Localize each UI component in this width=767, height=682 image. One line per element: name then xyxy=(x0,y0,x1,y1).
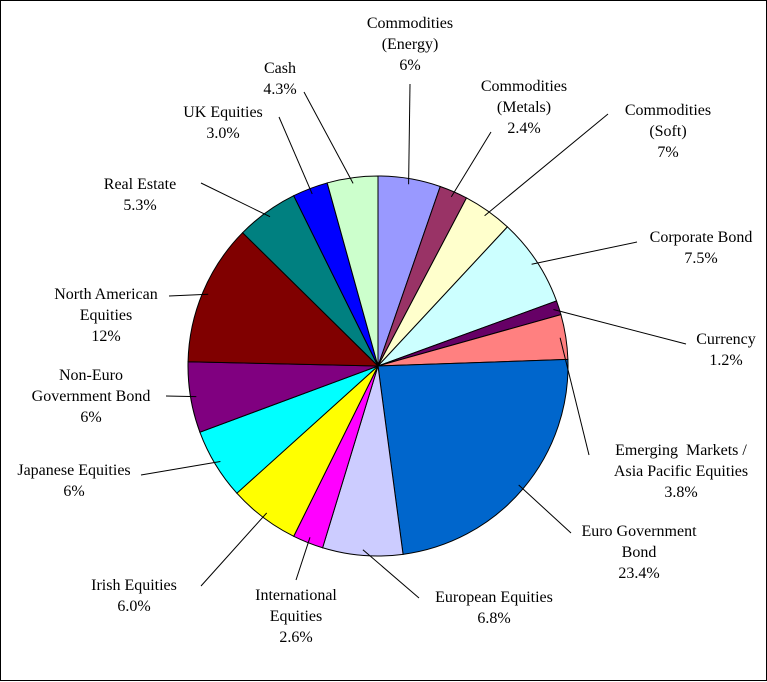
slice-label-line: International xyxy=(255,587,337,604)
leader-line-commodities-energy xyxy=(408,83,411,185)
leader-line-irish-equities xyxy=(200,512,268,587)
slice-percent: 6% xyxy=(399,57,420,74)
slice-label-line: UK Equities xyxy=(183,104,263,121)
data-label-irish-equities: Irish Equities 6.0% xyxy=(91,577,177,615)
data-label-real-estate: Real Estate 5.3% xyxy=(104,176,176,214)
slice-percent: 1.2% xyxy=(709,352,742,369)
data-label-commodities-energy: Commodities (Energy) 6% xyxy=(367,15,453,74)
slice-percent: 5.3% xyxy=(123,197,156,214)
data-label-commodities-metals: Commodities (Metals) 2.4% xyxy=(481,78,567,137)
slice-label-line: Equities xyxy=(80,307,132,324)
leader-lines xyxy=(140,83,687,599)
slice-label-line: Asia Pacific Equities xyxy=(614,463,748,480)
slice-percent: 2.4% xyxy=(507,120,540,137)
leader-line-european-equities xyxy=(362,549,420,599)
leader-line-north-american-equities xyxy=(168,293,209,297)
slice-percent: 3.8% xyxy=(664,484,697,501)
slice-percent: 23.4% xyxy=(618,565,659,582)
data-label-north-american-equities: North American Equities 12% xyxy=(54,286,158,345)
data-label-commodities-soft: Commodities (Soft) 7% xyxy=(625,102,711,161)
data-label-uk-equities: UK Equities 3.0% xyxy=(183,104,263,142)
leader-line-commodities-soft xyxy=(484,113,609,217)
slice-label-line: (Energy) xyxy=(382,36,439,53)
leader-line-euro-government-bond xyxy=(518,484,572,534)
slice-label-line: Real Estate xyxy=(104,176,176,193)
data-label-international-equities: International Equities 2.6% xyxy=(255,587,337,646)
slice-percent: 6.8% xyxy=(477,610,510,627)
slice-percent: 4.3% xyxy=(263,81,296,98)
leader-line-cash xyxy=(303,91,354,184)
pie-slice-cash xyxy=(326,175,379,367)
slice-label-line: Commodities xyxy=(367,15,453,32)
slice-label-line: Non-Euro xyxy=(59,367,123,384)
slice-label-line: Emerging Markets / xyxy=(615,442,747,459)
slice-label-line: (Soft) xyxy=(649,123,686,140)
leader-line-currency xyxy=(553,309,687,345)
slice-label-line: Commodities xyxy=(481,78,567,95)
slice-percent: 6.0% xyxy=(117,598,150,615)
slice-percent: 6% xyxy=(80,409,101,426)
slice-label-line: North American xyxy=(54,286,158,303)
slice-label-line: Commodities xyxy=(625,102,711,119)
pie-slices xyxy=(187,175,569,557)
data-label-european-equities: European Equities 6.8% xyxy=(435,589,553,627)
slice-label-line: (Metals) xyxy=(497,99,551,116)
slice-label-line: Government Bond xyxy=(32,388,151,405)
pie-slice-north-american-equities xyxy=(187,232,380,367)
data-label-japanese-equities: Japanese Equities 6% xyxy=(17,462,130,500)
slice-label-line: Currency xyxy=(696,331,756,348)
slice-percent: 3.0% xyxy=(206,125,239,142)
slice-label-line: Cash xyxy=(264,60,296,77)
data-label-non-euro-government-bond: Non-Euro Government Bond 6% xyxy=(32,367,151,426)
slice-label-line: Euro Government xyxy=(581,523,697,540)
slice-label-line: Bond xyxy=(622,544,657,561)
slice-labels: Commodities (Energy) 6% Commodities (Metals)… xyxy=(17,15,755,646)
leader-line-commodities-metals xyxy=(450,131,492,198)
leader-line-corporate-bond xyxy=(531,241,638,265)
data-label-corporate-bond: Corporate Bond 7.5% xyxy=(650,229,753,267)
slice-label-line: Corporate Bond xyxy=(650,229,753,246)
slice-percent: 12% xyxy=(91,328,120,345)
leader-line-emerging-markets-asia-pacific-equities xyxy=(559,337,590,456)
data-label-cash: Cash 4.3% xyxy=(263,60,296,98)
leader-line-real-estate xyxy=(200,182,271,218)
leader-line-japanese-equities xyxy=(140,461,221,476)
slice-percent: 7% xyxy=(657,144,678,161)
slice-percent: 7.5% xyxy=(684,250,717,267)
slice-percent: 6% xyxy=(63,483,84,500)
slice-label-line: European Equities xyxy=(435,589,553,606)
data-label-currency: Currency 1.2% xyxy=(696,331,756,369)
slice-label-line: Irish Equities xyxy=(91,577,177,594)
leader-line-international-equities xyxy=(295,537,311,581)
leader-line-non-euro-government-bond xyxy=(165,395,197,398)
leader-line-uk-equities xyxy=(278,116,313,195)
slice-label-line: Equities xyxy=(270,608,322,625)
slice-percent: 2.6% xyxy=(279,629,312,646)
data-label-euro-government-bond: Euro Government Bond 23.4% xyxy=(581,523,697,582)
data-label-emerging-markets-asia-pacific-equities: Emerging Markets / Asia Pacific Equities 3… xyxy=(614,442,748,501)
slice-label-line: Japanese Equities xyxy=(17,462,130,479)
pie-slice-euro-government-bond xyxy=(377,358,569,555)
